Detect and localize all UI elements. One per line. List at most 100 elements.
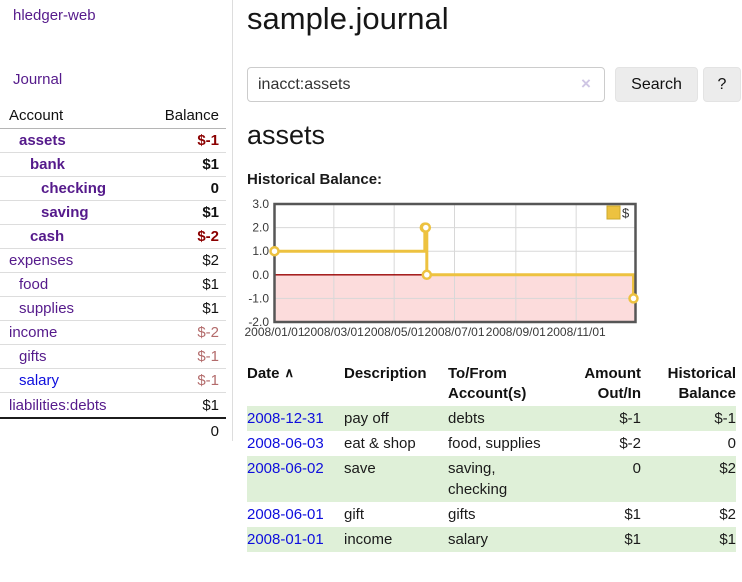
total-balance: 0 [210,422,219,440]
transaction-row: 2008-01-01 income salary $1 $1 [247,527,736,552]
help-button[interactable]: ? [703,67,741,102]
transaction-balance-cell: $1 [719,531,736,548]
transaction-description-cell: pay off [344,410,389,427]
date-column-header: Date ∧ [247,362,344,406]
transaction-accounts-cell: debts [448,410,485,427]
account-total-row: 0 [0,417,226,443]
transaction-description-cell: save [344,460,376,477]
transaction-amount-cell: $1 [624,506,641,523]
transaction-balance-cell: $2 [719,506,736,523]
transaction-balance-cell: $-1 [714,410,736,427]
x-axis-tick-label: 2008/09/01 [486,325,546,339]
main-content: sample.journal × Search ? assets Histori… [244,0,742,582]
search-input[interactable] [247,67,605,102]
balance-column-header-main: Historical Balance [667,365,736,402]
account-link[interactable]: food [19,276,49,293]
account-link[interactable]: checking [41,180,107,197]
transaction-date-cell[interactable]: 2008-12-31 [247,406,344,431]
register-header-row: Date ∧ Description To/From Account(s) Amo… [247,362,736,406]
transaction-date-link[interactable]: 2008-06-01 [247,506,324,523]
y-axis-tick-label: 2.0 [252,221,269,235]
clear-search-icon[interactable]: × [581,74,591,93]
transaction-date-cell[interactable]: 2008-06-02 [247,456,344,502]
data-point-marker [628,293,639,304]
transaction-date-link[interactable]: 2008-06-03 [247,435,324,452]
transaction-accounts-cell: salary [448,531,489,548]
data-point-marker [269,245,280,257]
account-row: salary $-1 [0,369,226,393]
x-axis-tick-label: 2008/07/01 [424,325,484,339]
account-link[interactable]: cash [30,228,65,245]
transaction-accounts-cell: food, supplies [448,435,541,452]
account-balance: $-2 [197,228,219,245]
chart-title: Historical Balance: [247,171,383,188]
x-axis-tick-label: 2008/03/01 [304,325,364,339]
balance-column-header: Balance [164,107,219,124]
y-axis-tick-label: 1.0 [252,244,269,258]
sidebar: hledger-web Journal Account Balance asse… [0,0,233,441]
transaction-date-link[interactable]: 2008-06-02 [247,460,324,477]
account-balance: $2 [202,252,219,269]
y-axis-tick-label: -2.0 [248,315,269,329]
transaction-amount-cell: $1 [624,531,641,548]
transaction-balance-cell: $2 [719,460,736,477]
transaction-accounts-cell: gifts [448,506,476,523]
search-button[interactable]: Search [615,67,698,102]
data-point-marker [421,269,433,281]
account-row: bank $1 [0,153,226,177]
account-link[interactable]: salary [19,372,60,389]
sort-ascending-icon: ∧ [284,365,295,380]
transaction-date-link[interactable]: 2008-12-31 [247,410,324,427]
account-balance: $1 [202,396,219,414]
account-link[interactable]: saving [41,204,89,221]
account-heading: assets [247,120,326,150]
account-row: checking 0 [0,177,226,201]
legend-label: $ [622,206,630,221]
description-column-header: Description [344,365,427,382]
historical-balance-chart: $3.0 2.0 1.0 0.0 -1.0 -2.0 2008/01/01 2008/03/0… [241,197,643,341]
account-link[interactable]: supplies [19,300,75,317]
x-axis-tick-label: 2008/11/01 [547,325,606,339]
account-balance: $-1 [197,348,219,365]
transaction-date-cell[interactable]: 2008-06-01 [247,502,344,527]
account-balance: $-2 [197,324,219,341]
account-balance: $1 [202,204,219,221]
sidebar-item-journal[interactable]: Journal [13,71,63,88]
transaction-description-cell: eat & shop [344,435,416,452]
account-balance: 0 [210,180,219,197]
app-brand-link[interactable]: hledger-web [13,7,96,24]
y-axis-tick-label: -1.0 [248,291,269,305]
register-table: Date ∧ Description To/From Account(s) Amo… [247,362,736,552]
tofrom-column-header: To/From Account(s) [448,365,527,402]
account-row: gifts $-1 [0,345,226,369]
x-axis-tick-label: 2008/05/01 [364,325,424,339]
account-row: saving $1 [0,201,226,225]
transaction-balance-cell: 0 [727,435,736,452]
account-link[interactable]: income [9,324,58,341]
transaction-date-cell[interactable]: 2008-06-03 [247,431,344,456]
amount-column-header: Amount Out/In [584,365,641,402]
account-tree: Account Balance assets $-1 bank $1 checking 0… [0,103,226,443]
account-tree-header: Account Balance [0,103,226,129]
account-link[interactable]: liabilities:debts [9,396,107,414]
transaction-amount-cell: $-1 [619,410,641,427]
transaction-row: 2008-06-02 save saving, checking 0 $2 [247,456,736,502]
transaction-amount-cell: 0 [632,460,641,477]
account-link[interactable]: assets [19,132,66,149]
account-balance: $1 [202,300,219,317]
account-link[interactable]: expenses [9,252,74,269]
transaction-row: 2008-12-31 pay off debts $-1 $-1 [247,406,736,431]
transaction-description-cell: gift [344,506,365,523]
account-link[interactable]: gifts [19,348,47,365]
transaction-description-cell: income [344,531,393,548]
account-column-header: Account [9,107,64,124]
transaction-row: 2008-06-01 gift gifts $1 $2 [247,502,736,527]
x-axis-tick-label: 2008/01/01 [244,325,304,339]
account-rows: assets $-1 bank $1 checking 0 saving $1 cash $-2 e… [0,129,226,417]
account-link[interactable]: bank [30,156,66,173]
account-balance: $1 [202,276,219,293]
account-row: cash $-2 [0,225,226,249]
transaction-date-link[interactable]: 2008-01-01 [247,531,324,548]
transaction-date-cell[interactable]: 2008-01-01 [247,527,344,552]
